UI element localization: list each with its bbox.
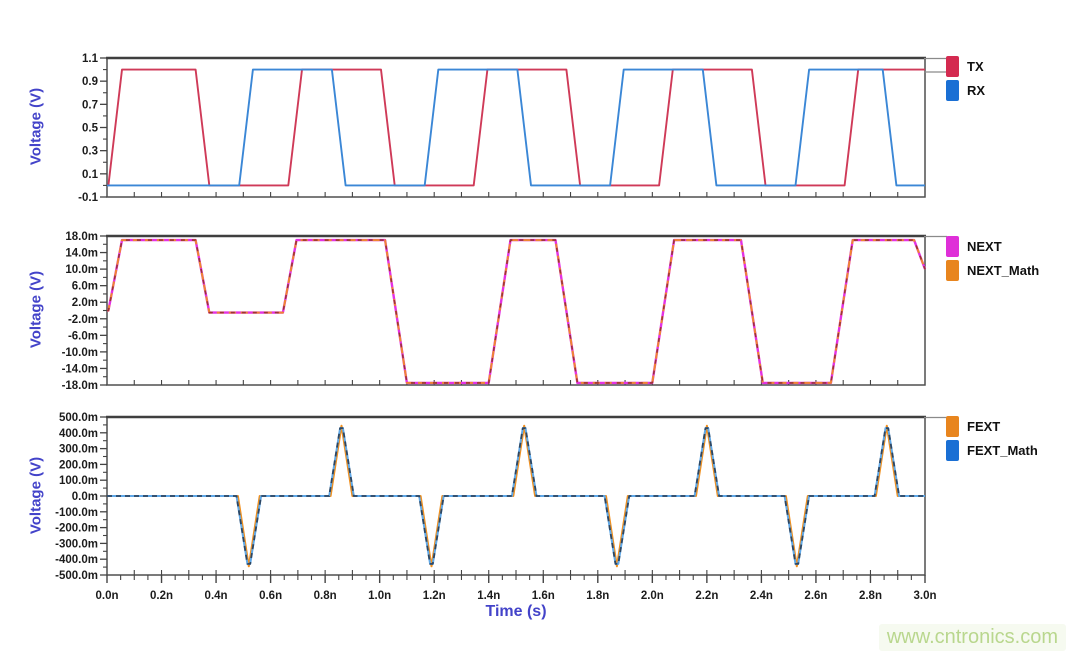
y-tick-label: -14.0m bbox=[62, 363, 98, 375]
y-tick-label: -10.0m bbox=[62, 347, 98, 359]
legend-item-TX[interactable]: TX bbox=[946, 55, 985, 77]
legend-swatch-FEXT bbox=[946, 415, 959, 437]
y-axis-label-middle-plot: Voltage (V) bbox=[27, 270, 45, 349]
legend-label: TX bbox=[967, 58, 984, 74]
x-tick-label: 1.2n bbox=[423, 590, 446, 602]
y-tick-label: -400.0m bbox=[55, 554, 98, 566]
y-tick-label: 6.0m bbox=[72, 281, 98, 293]
x-tick-label: 2.4n bbox=[750, 590, 773, 602]
plot-frame bbox=[106, 235, 926, 386]
legend-label: FEXT bbox=[967, 418, 1001, 434]
legend-item-NEXT[interactable]: NEXT bbox=[946, 235, 1039, 257]
legend-swatch-RX bbox=[946, 79, 959, 101]
trace-NEXT bbox=[107, 238, 927, 385]
x-tick-label: 0.4n bbox=[205, 590, 228, 602]
trace-TX bbox=[107, 68, 925, 187]
y-tick-label: -18.0m bbox=[62, 380, 98, 392]
x-tick-label: 0.0n bbox=[95, 590, 118, 602]
y-tick-label: 500.0m bbox=[59, 412, 98, 424]
y-tick-label: 0.0m bbox=[72, 491, 98, 503]
y-tick-label: 200.0m bbox=[59, 459, 98, 471]
y-tick-label: 2.0m bbox=[72, 297, 98, 309]
legend-item-FEXT_Math[interactable]: FEXT_Math bbox=[946, 439, 1038, 461]
trace-RX bbox=[107, 68, 925, 187]
y-tick-label: 400.0m bbox=[59, 428, 98, 440]
trace-FEXT_Math bbox=[107, 427, 925, 565]
y-axis-label-top-plot: Voltage (V) bbox=[27, 87, 45, 166]
y-tick-label: -6.0m bbox=[68, 330, 98, 342]
x-tick-label: 2.2n bbox=[695, 590, 718, 602]
trace-NEXT_Math bbox=[107, 239, 926, 384]
x-tick-label: 2.0n bbox=[641, 590, 664, 602]
x-tick-label: 2.8n bbox=[859, 590, 882, 602]
x-tick-label: 1.0n bbox=[368, 590, 391, 602]
y-tick-label: 0.5 bbox=[82, 123, 99, 135]
watermark: www.cntronics.com bbox=[878, 624, 1066, 651]
y-tick-label: 10.0m bbox=[65, 264, 98, 276]
x-tick-label: 0.2n bbox=[150, 590, 173, 602]
legend-swatch-FEXT_Math bbox=[946, 439, 959, 461]
y-tick-label: -300.0m bbox=[55, 538, 98, 550]
x-tick-label: 0.8n bbox=[314, 590, 337, 602]
y-tick-label: 1.1 bbox=[82, 53, 99, 65]
legend-label: NEXT bbox=[967, 238, 1002, 254]
y-axis-label-bottom-plot: Voltage (V) bbox=[27, 456, 45, 535]
x-tick-label: 3.0n bbox=[913, 590, 936, 602]
y-tick-label: -200.0m bbox=[55, 523, 98, 535]
legend-bottom-plot: FEXT FEXT_Math bbox=[946, 415, 1038, 461]
y-tick-label: -2.0m bbox=[68, 314, 98, 326]
legend-label: FEXT_Math bbox=[967, 442, 1038, 458]
trace-FEXT_Math-dash-overlay bbox=[107, 427, 925, 565]
y-tick-label: 0.1 bbox=[82, 169, 99, 181]
y-tick-label: 0.7 bbox=[82, 99, 98, 111]
legend-swatch-TX bbox=[946, 55, 959, 77]
y-tick-label: -500.0m bbox=[55, 570, 98, 582]
y-tick-label: 0.3 bbox=[82, 146, 98, 158]
y-tick-label: 100.0m bbox=[59, 475, 98, 487]
legend-item-NEXT_Math[interactable]: NEXT_Math bbox=[946, 259, 1039, 281]
y-tick-label: -100.0m bbox=[55, 507, 98, 519]
legend-middle-plot: NEXT NEXT_Math bbox=[946, 235, 1039, 281]
x-tick-label: 1.4n bbox=[477, 590, 500, 602]
x-tick-label: 2.6n bbox=[804, 590, 827, 602]
y-tick-label: 0.9 bbox=[82, 76, 98, 88]
x-tick-label: 1.6n bbox=[532, 590, 555, 602]
legend-item-RX[interactable]: RX bbox=[946, 79, 985, 101]
y-tick-label: 14.0m bbox=[65, 248, 98, 260]
legend-swatch-NEXT bbox=[946, 235, 959, 257]
y-tick-label: -0.1 bbox=[78, 192, 98, 204]
legend-swatch-NEXT_Math bbox=[946, 259, 959, 281]
y-tick-label: 300.0m bbox=[59, 444, 98, 456]
legend-top-plot: TX RX bbox=[946, 55, 985, 101]
legend-label: NEXT_Math bbox=[967, 262, 1040, 278]
x-axis-label: Time (s) bbox=[485, 603, 547, 620]
x-tick-label: 0.6n bbox=[259, 590, 282, 602]
y-tick-label: 18.0m bbox=[65, 231, 98, 243]
legend-item-FEXT[interactable]: FEXT bbox=[946, 415, 1038, 437]
trace-NEXT_Math-dash-overlay bbox=[107, 239, 926, 384]
legend-label: RX bbox=[967, 82, 986, 98]
x-tick-label: 1.8n bbox=[586, 590, 609, 602]
